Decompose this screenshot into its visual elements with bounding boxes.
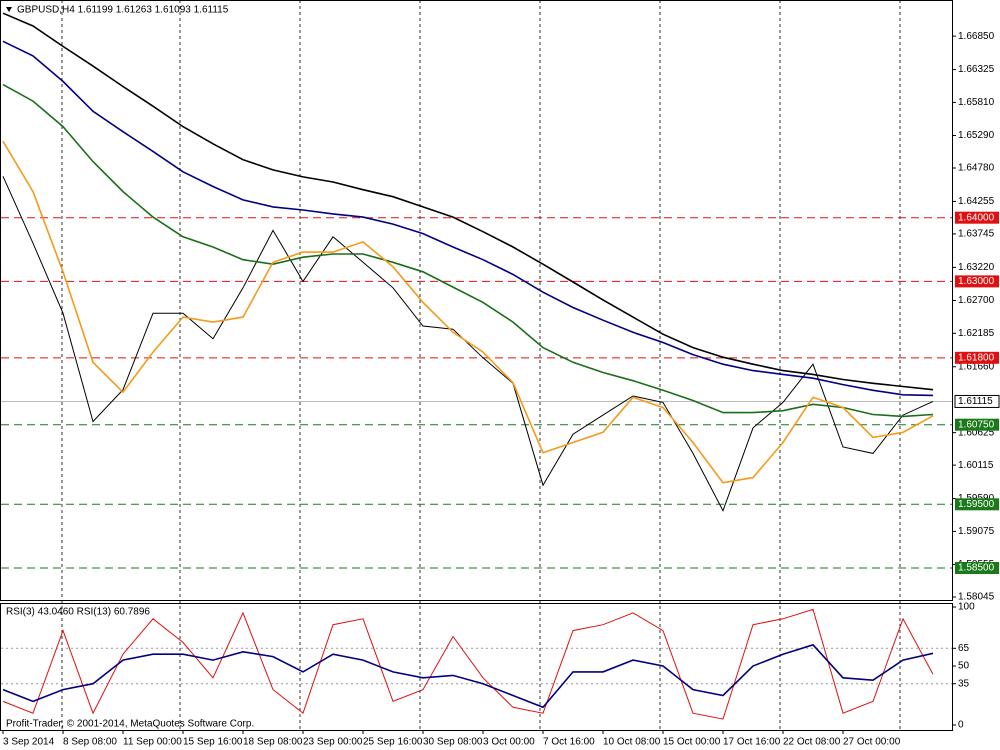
level-label-box bbox=[955, 418, 999, 431]
y-tick-label: 100 bbox=[958, 602, 975, 613]
x-tick-label: 3 Oct 00:00 bbox=[483, 737, 535, 748]
x-tick-label: 3 Sep 2014 bbox=[3, 737, 55, 748]
x-tick-label: 17 Oct 16:00 bbox=[723, 737, 781, 748]
x-tick-label: 7 Oct 16:00 bbox=[543, 737, 595, 748]
level-label-box bbox=[955, 211, 999, 224]
series-line bbox=[2, 608, 934, 720]
x-tick-label: 23 Sep 00:00 bbox=[303, 737, 363, 748]
x-tick-label: 15 Oct 00:00 bbox=[663, 737, 721, 748]
x-tick-label: 11 Sep 00:00 bbox=[123, 737, 182, 748]
level-label-box bbox=[955, 498, 999, 511]
level-label: 1.59500 bbox=[958, 499, 995, 510]
y-tick-label: 65 bbox=[958, 643, 970, 654]
y-tick-label: 1.66850 bbox=[958, 31, 995, 42]
y-tick-label: 1.63745 bbox=[958, 229, 995, 240]
level-label: 1.58500 bbox=[958, 563, 995, 574]
y-tick-label: 50 bbox=[958, 661, 970, 672]
y-tick-label: 1.66325 bbox=[958, 64, 995, 75]
symbol-header: GBPUSD,H4 1.61199 1.61263 1.61093 1.6111… bbox=[17, 5, 229, 16]
x-tick-label: 27 Oct 00:00 bbox=[843, 737, 901, 748]
y-tick-label: 1.65290 bbox=[958, 130, 995, 141]
level-label-box bbox=[955, 275, 999, 288]
current-price-label: 1.61115 bbox=[958, 396, 993, 407]
copyright: Profit-Trader, © 2001-2014, MetaQuotes S… bbox=[6, 719, 254, 730]
level-label: 1.63000 bbox=[958, 276, 995, 287]
rsi-frame bbox=[0, 603, 953, 731]
day-separators bbox=[61, 0, 901, 730]
current-price-box bbox=[954, 394, 1000, 408]
level-label-box bbox=[955, 562, 999, 575]
x-tick-label: 30 Sep 08:00 bbox=[423, 737, 483, 748]
series-line bbox=[2, 83, 934, 418]
series-line bbox=[2, 12, 934, 391]
y-tick-label: 1.65810 bbox=[958, 97, 995, 108]
series-line bbox=[2, 176, 934, 512]
level-label: 1.64000 bbox=[958, 212, 995, 223]
level-label-box bbox=[955, 351, 999, 364]
y-tick-label: 1.61660 bbox=[958, 361, 995, 372]
y-tick-label: 1.63220 bbox=[958, 262, 995, 273]
x-tick-label: 8 Sep 08:00 bbox=[63, 737, 117, 748]
collapse-icon bbox=[6, 7, 12, 12]
y-tick-label: 1.62700 bbox=[958, 295, 995, 306]
x-tick-label: 10 Oct 08:00 bbox=[603, 737, 661, 748]
y-tick-label: 1.64780 bbox=[958, 163, 995, 174]
level-label: 1.60750 bbox=[958, 419, 995, 430]
y-tick-label: 0 bbox=[958, 720, 964, 731]
series-line bbox=[2, 140, 934, 484]
series-line bbox=[2, 643, 934, 709]
level-label: 1.61800 bbox=[958, 352, 995, 363]
y-tick-label: 1.60625 bbox=[958, 427, 995, 438]
y-tick-label: 1.64255 bbox=[958, 196, 995, 207]
y-tick-label: 1.58045 bbox=[958, 592, 995, 603]
x-tick-label: 15 Sep 16:00 bbox=[183, 737, 243, 748]
series-line bbox=[2, 40, 934, 397]
y-tick-label: 35 bbox=[958, 678, 970, 689]
y-tick-label: 1.62185 bbox=[958, 328, 995, 339]
y-tick-label: 1.60115 bbox=[958, 460, 994, 471]
rsi-header: RSI(3) 43.0460 RSI(13) 60.7896 bbox=[6, 607, 150, 618]
x-tick-label: 25 Sep 16:00 bbox=[363, 737, 423, 748]
x-tick-label: 18 Sep 08:00 bbox=[243, 737, 303, 748]
y-tick-label: 1.59075 bbox=[958, 526, 995, 537]
x-tick-label: 22 Oct 08:00 bbox=[783, 737, 841, 748]
